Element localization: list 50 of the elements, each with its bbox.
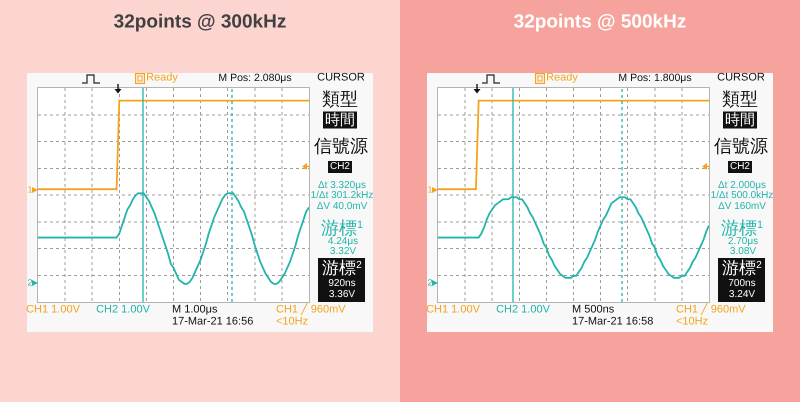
text: 游標$^{1}$	[320, 218, 364, 238]
text: CH2 1.00V	[496, 304, 550, 316]
text: 時間	[323, 112, 357, 128]
text: 1/Δt 301.2kHz	[310, 190, 374, 201]
chart-title: 32points @ 500kHz	[514, 12, 686, 32]
text: M Pos: 2.080μs	[218, 72, 292, 84]
text: 游標$^{1}$	[720, 218, 764, 238]
text: CH2	[728, 161, 752, 173]
text: 700ns	[728, 278, 756, 289]
chart-title: 32points @ 300kHz	[114, 12, 286, 32]
text: 時間	[723, 112, 757, 128]
text: <10Hz	[276, 316, 308, 328]
text: 3.24V	[728, 289, 756, 300]
text: CH1 1.00V	[426, 304, 480, 316]
text: CH2	[328, 161, 352, 173]
text: CH2 1.00V	[96, 304, 150, 316]
text: ΔV 160mV	[718, 201, 766, 212]
text: Ready	[546, 72, 578, 84]
text: 17-Mar-21 16:56	[172, 316, 254, 328]
text: 920ns	[328, 278, 356, 289]
text: 17-Mar-21 16:58	[572, 316, 654, 328]
text: ΔV 40.0mV	[316, 201, 368, 212]
text: 信號源	[314, 136, 368, 156]
text: CH1 1.00V	[26, 304, 80, 316]
text: CURSOR	[717, 72, 765, 84]
text: 1	[27, 184, 33, 194]
text: 信號源	[714, 136, 768, 156]
text: M 1.00μs	[172, 304, 218, 316]
text: Δt 3.320μs	[318, 180, 366, 191]
text: 3.08V	[730, 246, 756, 257]
text: 2	[27, 278, 33, 288]
text: 3.36V	[328, 289, 356, 300]
text: Ready	[146, 72, 178, 84]
text: 游標$^{2}$	[722, 258, 762, 278]
text: 1/Δt 500.0kHz	[710, 190, 774, 201]
text: Δt 2.000μs	[718, 180, 766, 191]
text: 3.32V	[330, 246, 356, 257]
text: 2.70μs	[728, 236, 758, 247]
text: 4.24μs	[328, 236, 358, 247]
text: CH1 ╱ 960mV	[276, 304, 346, 316]
text: 2	[427, 278, 433, 288]
text: 類型	[322, 89, 358, 109]
text: 游標$^{2}$	[322, 258, 362, 278]
text: <10Hz	[676, 316, 708, 328]
text: M 500ns	[572, 304, 614, 316]
text: 1	[427, 184, 433, 194]
text: 類型	[722, 89, 758, 109]
text: M Pos: 1.800μs	[618, 72, 692, 84]
text: CURSOR	[317, 72, 365, 84]
text: CH1 ╱ 960mV	[676, 304, 746, 316]
